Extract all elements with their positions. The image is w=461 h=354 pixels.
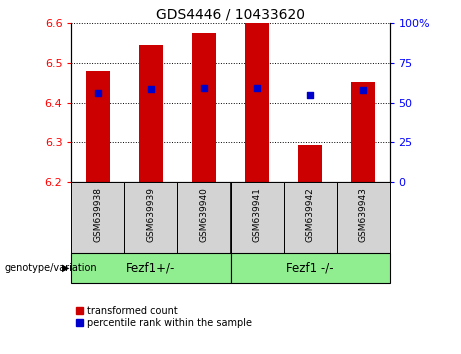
FancyBboxPatch shape (284, 182, 337, 253)
Point (94, 90, 101, 96)
Bar (192, 33, 216, 182)
Text: Fezf1+/-: Fezf1+/- (126, 262, 176, 275)
FancyBboxPatch shape (177, 182, 230, 253)
FancyBboxPatch shape (337, 182, 390, 253)
Text: GSM639938: GSM639938 (94, 187, 102, 242)
Bar (298, 145, 322, 182)
Bar (351, 82, 375, 182)
Bar (86, 71, 110, 182)
FancyBboxPatch shape (230, 253, 390, 283)
Point (254, 85, 261, 91)
Point (200, 85, 207, 91)
Text: Fezf1 -/-: Fezf1 -/- (286, 262, 334, 275)
Bar (139, 45, 163, 182)
Text: ▶: ▶ (62, 263, 70, 273)
Text: GSM639943: GSM639943 (359, 187, 367, 242)
Text: genotype/variation: genotype/variation (5, 263, 97, 273)
FancyBboxPatch shape (71, 253, 230, 283)
Point (148, 86, 155, 92)
Text: GSM639941: GSM639941 (253, 187, 261, 242)
Text: GSM639940: GSM639940 (200, 187, 208, 242)
FancyBboxPatch shape (71, 182, 124, 253)
Point (359, 87, 366, 93)
Text: GSM639942: GSM639942 (306, 187, 314, 241)
FancyBboxPatch shape (124, 182, 177, 253)
Bar (245, 23, 269, 182)
Text: GSM639939: GSM639939 (147, 187, 155, 242)
Title: GDS4446 / 10433620: GDS4446 / 10433620 (156, 8, 305, 22)
Point (306, 92, 313, 98)
FancyBboxPatch shape (230, 182, 284, 253)
Legend: transformed count, percentile rank within the sample: transformed count, percentile rank withi… (77, 306, 252, 328)
